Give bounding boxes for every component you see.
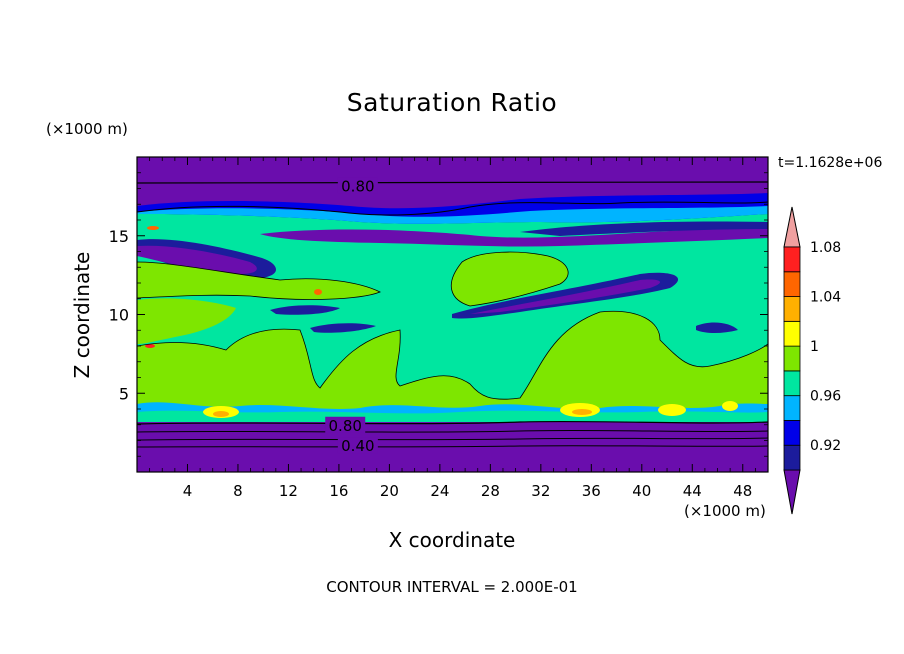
- colorbar-tick-label: 1: [810, 339, 819, 355]
- fill-yg-lower: [137, 311, 768, 418]
- fill-yg-mid-left: [137, 298, 236, 344]
- x-tick-label: 36: [582, 482, 601, 500]
- x-tick-label: 32: [531, 482, 550, 500]
- x-tick-label: 8: [233, 482, 243, 500]
- colorbar-segment: [783, 444, 801, 471]
- x-tick-label: 44: [683, 482, 702, 500]
- fill-red-speck-2: [145, 344, 155, 348]
- y-axis-unit: (×1000 m): [46, 120, 128, 138]
- x-axis-label: X coordinate: [388, 528, 516, 552]
- y-tick-label: 5: [119, 384, 129, 403]
- x-tick-label: 12: [279, 482, 298, 500]
- contour-line-lower-3: [137, 445, 768, 448]
- fill-centre-lens-core: [470, 279, 661, 314]
- colorbar-tick-label: 1.08: [810, 240, 841, 256]
- x-tick-label: 4: [183, 482, 193, 500]
- colorbar-tick-label: 1.04: [810, 290, 841, 306]
- fill-left-lens-core: [137, 245, 257, 274]
- colorbar-segment: [783, 345, 801, 372]
- x-tick-label: 48: [733, 482, 752, 500]
- fill-yellow-pocket-3: [658, 404, 686, 416]
- fill-red-speck-1: [314, 289, 322, 295]
- fill-red-speck-3: [147, 226, 159, 230]
- x-tick-label: 28: [481, 482, 500, 500]
- fill-orange-pocket-1: [213, 411, 229, 417]
- x-tick-label: 16: [329, 482, 348, 500]
- colorbar-tick-label: 0.96: [810, 389, 841, 405]
- x-tick-label: 40: [632, 482, 651, 500]
- fill-yg-right-blob: [451, 252, 569, 306]
- contour-line-boundary: [137, 420, 768, 425]
- contour-line-yg-3: [137, 261, 381, 300]
- colorbar-segment: [783, 320, 801, 347]
- colorbar-segment: [783, 271, 801, 297]
- colorbar-arrow-bottom: [783, 469, 801, 515]
- fill-yellow-pocket-4: [722, 401, 738, 411]
- colorbar-arrow-top: [783, 206, 801, 248]
- fill-cyan-band: [137, 206, 768, 224]
- colorbar-segment: [783, 246, 801, 273]
- y-tick-label: 10: [109, 306, 129, 325]
- contour-line-yg-1: [450, 251, 569, 307]
- x-axis-unit: (×1000 m): [684, 502, 766, 520]
- fill-small-lens-c: [696, 322, 738, 333]
- x-tick-label: 24: [430, 482, 449, 500]
- colorbar-segment: [783, 370, 801, 397]
- colorbar: 0.92 0.96 1 1.04 1.08: [783, 206, 841, 515]
- contour-label: 0.80: [341, 177, 374, 195]
- contour-line-mid: [137, 201, 768, 216]
- y-axis-label: Z coordinate: [70, 251, 94, 379]
- contour-label-gap: [337, 177, 378, 194]
- fill-lower-teal: [137, 410, 768, 422]
- contour-interval-label: CONTOUR INTERVAL = 2.000E-01: [326, 578, 578, 596]
- contour-field: [137, 157, 768, 472]
- contour-label: 0.80: [329, 417, 362, 435]
- contour-label-gap: [337, 437, 378, 454]
- fill-upper-tongue-2: [520, 221, 768, 236]
- colorbar-tick-label: 0.92: [810, 438, 841, 454]
- fill-small-lens-a: [270, 305, 340, 315]
- contour-line-yg-2: [137, 310, 768, 400]
- contour-label: 0.40: [341, 437, 374, 455]
- colorbar-segment: [783, 296, 801, 322]
- fill-orange-pocket-2: [572, 409, 592, 415]
- y-tick-label: 15: [109, 227, 129, 246]
- colorbar-segment: [783, 395, 801, 421]
- time-label: t=1.1628e+06: [778, 155, 883, 171]
- fill-upper-tongue: [260, 228, 768, 247]
- chart-title: Saturation Ratio: [346, 88, 558, 117]
- contour-line-top: [137, 181, 768, 184]
- x-tick-label: 20: [380, 482, 399, 500]
- x-axis: 4 8 12 16 20 24 28 32 36 40 44 48: [149, 157, 756, 500]
- fill-small-lens-b: [310, 323, 376, 333]
- contour-labels: 0.80 0.80 0.40: [325, 177, 378, 455]
- colorbar-segment: [783, 420, 801, 446]
- contour-line-lower-1: [137, 429, 768, 433]
- contour-label-gap: [325, 416, 366, 433]
- y-axis: 5 10 15: [109, 172, 768, 457]
- contour-line-lower-2: [137, 437, 768, 441]
